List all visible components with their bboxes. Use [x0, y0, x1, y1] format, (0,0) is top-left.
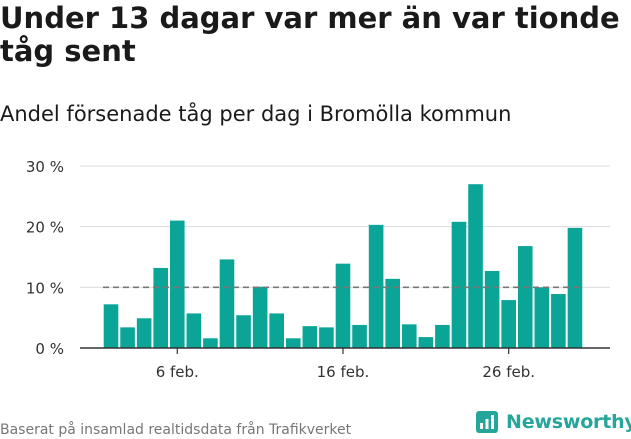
y-tick-label: 10 %	[26, 279, 64, 297]
brand-name: Newsworthy	[506, 411, 631, 433]
bar	[302, 326, 318, 348]
bar	[219, 259, 235, 348]
bar	[385, 278, 400, 348]
x-axis-labels: 6 feb. 16 feb. 26 feb.	[156, 363, 535, 381]
bar	[418, 337, 434, 348]
chart-subtitle: Andel försenade tåg per dag i Bromölla k…	[0, 102, 512, 126]
bar	[401, 324, 417, 348]
bar	[285, 338, 301, 348]
brand-logo: Newsworthy	[475, 408, 631, 436]
bar	[120, 327, 135, 348]
x-tick-label: 26 feb.	[482, 363, 535, 381]
bar	[451, 221, 467, 348]
bar	[203, 338, 218, 348]
bar	[319, 327, 334, 348]
source-note: Baserat på insamlad realtidsdata från Tr…	[0, 422, 352, 438]
bar	[352, 324, 367, 348]
bar	[186, 313, 202, 348]
bar	[153, 267, 169, 348]
x-axis	[80, 347, 610, 354]
bar	[435, 324, 450, 348]
x-tick-label: 6 feb.	[156, 363, 199, 381]
bar	[517, 246, 533, 348]
newsworthy-logo-icon	[476, 411, 498, 433]
y-tick-label: 30 %	[26, 158, 64, 176]
bar	[136, 318, 152, 348]
bar	[534, 287, 550, 348]
bar	[236, 315, 251, 348]
bar	[169, 220, 185, 348]
bars	[103, 184, 583, 348]
y-axis-labels: 0 % 10 % 20 % 30 %	[26, 158, 64, 358]
bar	[484, 270, 500, 348]
chart-title: Under 13 dagar var mer än var tionde tåg…	[0, 1, 620, 68]
bar	[252, 286, 268, 348]
bar	[368, 224, 384, 348]
bar	[551, 294, 566, 348]
bar	[103, 304, 119, 348]
y-tick-label: 0 %	[35, 340, 64, 358]
x-tick-label: 16 feb.	[317, 363, 370, 381]
bar	[501, 300, 516, 348]
bar	[335, 263, 351, 348]
bar	[269, 313, 284, 348]
bar-chart: 0 % 10 % 20 % 30 % 6 feb. 16 feb. 26 feb.	[26, 158, 610, 381]
bar	[468, 184, 483, 348]
y-tick-label: 20 %	[26, 219, 64, 237]
